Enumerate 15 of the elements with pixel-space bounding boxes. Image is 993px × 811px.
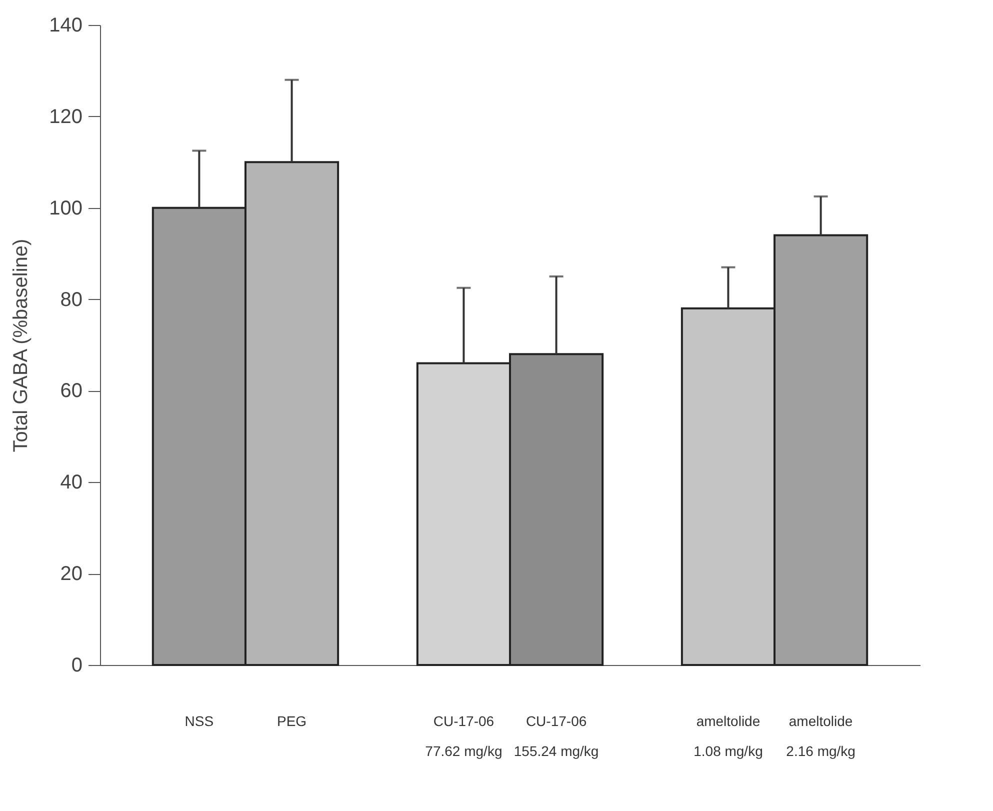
x-tick-label: CU-17-06 77.62 mg/kg xyxy=(425,713,502,759)
y-tick-label: 80 xyxy=(60,288,82,311)
x-tick-label: NSS xyxy=(184,713,214,729)
y-tick-label: 20 xyxy=(60,563,82,586)
y-tick-label: 40 xyxy=(60,472,82,494)
y-tick-label: 120 xyxy=(49,106,82,128)
x-tick-label: ameltolide 2.16 mg/kg xyxy=(786,713,856,759)
y-tick-label: 0 xyxy=(71,654,82,676)
y-tick-label: 60 xyxy=(60,380,82,402)
y-tick-label: 140 xyxy=(49,14,82,36)
x-tick-label: PEG xyxy=(276,713,307,729)
x-tick-label: CU-17-06 155.24 mg/kg xyxy=(514,713,599,759)
y-tick-label: 100 xyxy=(49,197,82,220)
y-axis-title: Total GABA (%baseline) xyxy=(10,238,32,452)
x-tick-label: ameltolide 1.08 mg/kg xyxy=(694,713,763,759)
